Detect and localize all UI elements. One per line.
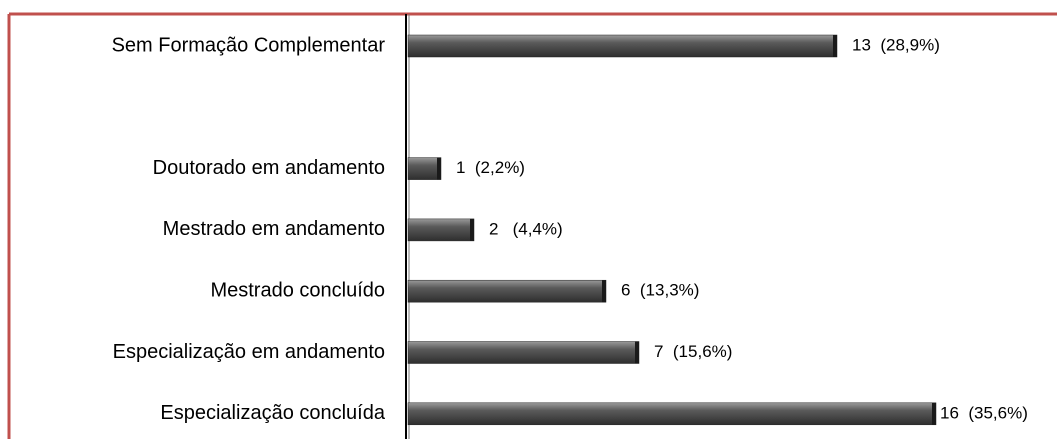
category-label: Especialização em andamento	[113, 341, 385, 363]
bar	[407, 157, 442, 180]
value-label: 13 (28,9%)	[852, 35, 940, 54]
category-label: Mestrado concluído	[210, 279, 385, 301]
category-label: Especialização concluída	[160, 402, 385, 424]
bar-end	[932, 402, 936, 425]
bar	[407, 279, 607, 303]
bar-end	[437, 157, 441, 180]
value-label: 2 (4,4%)	[489, 219, 563, 238]
bar-end	[635, 341, 639, 364]
bar-end	[602, 280, 606, 303]
value-label: 7 (15,6%)	[654, 342, 732, 361]
bar	[407, 34, 838, 58]
bar-end	[833, 35, 837, 57]
category-label: Mestrado em andamento	[163, 218, 385, 240]
bar	[407, 218, 475, 242]
bar	[407, 341, 640, 364]
value-label: 16 (35,6%)	[940, 403, 1028, 422]
value-label: 6 (13,3%)	[621, 281, 699, 300]
category-label: Doutorado em andamento	[153, 157, 385, 179]
bar-end	[470, 218, 474, 241]
category-label: Sem Formação Complementar	[112, 34, 386, 56]
bar	[407, 402, 937, 426]
value-label: 1 (2,2%)	[456, 158, 525, 177]
